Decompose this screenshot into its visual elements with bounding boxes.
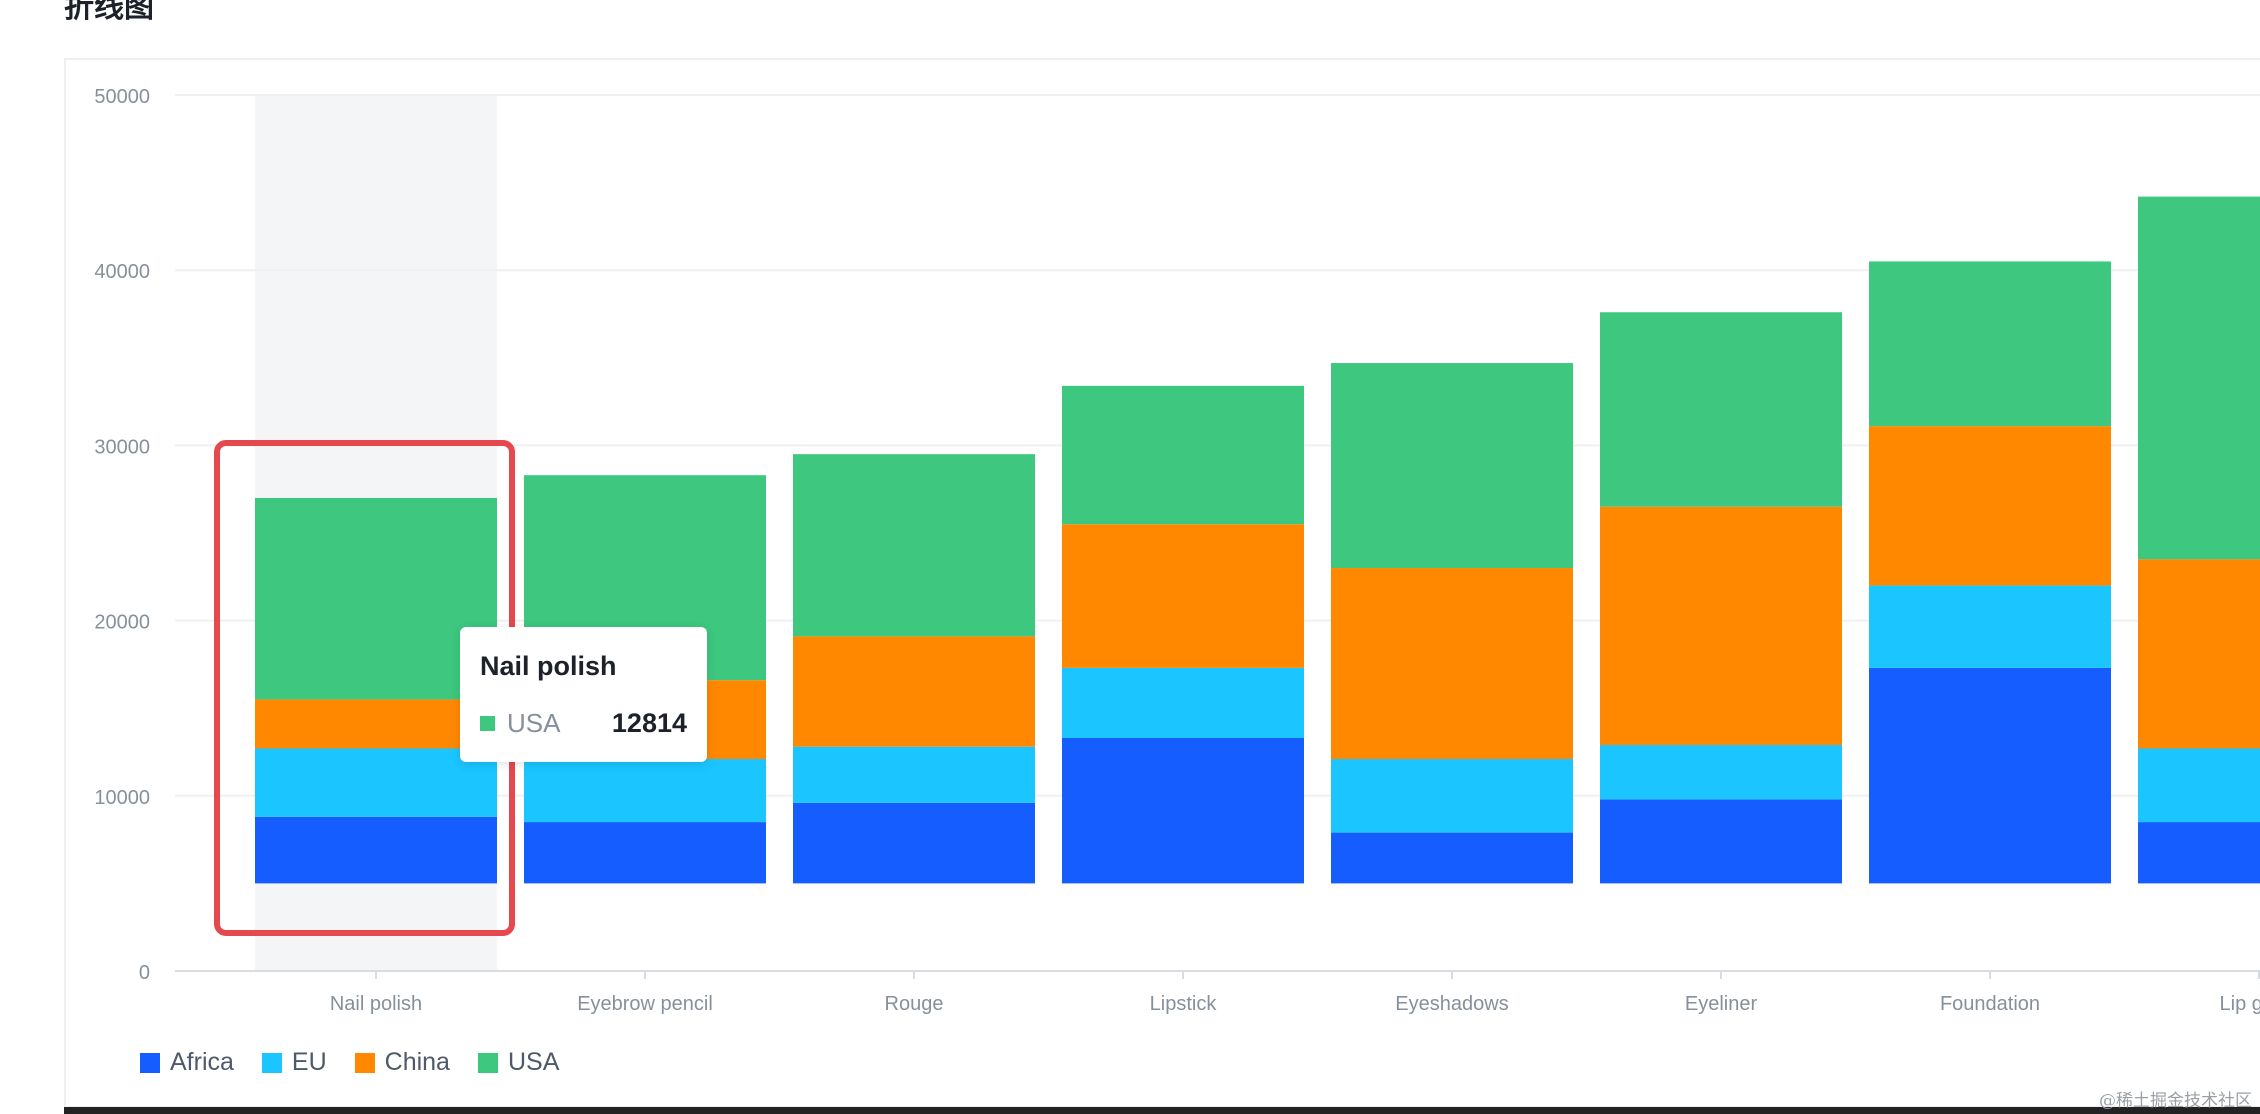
legend-item-eu[interactable]: EU xyxy=(261,1048,327,1077)
bar-segment-eu xyxy=(1869,585,2111,668)
bar-segment-africa xyxy=(793,802,1035,884)
legend-swatch-icon xyxy=(477,1052,498,1073)
chart-legend: Africa EU China USA xyxy=(140,1048,587,1077)
bar-segment-africa xyxy=(255,816,497,884)
legend-swatch-icon xyxy=(261,1052,282,1073)
legend-label: USA xyxy=(507,1048,560,1076)
chart-tooltip: Nail polish USA 12814 xyxy=(460,627,707,762)
bar-segment-eu xyxy=(1600,744,1842,800)
y-tick-label: 10000 xyxy=(94,787,150,809)
y-tick-label: 0 xyxy=(139,962,150,984)
section-title: 折线图 xyxy=(64,0,154,25)
bar-segment-africa xyxy=(1869,667,2111,884)
x-tick-label: Nail polish xyxy=(330,993,422,1015)
y-tick-label: 40000 xyxy=(94,261,150,283)
legend-label: Africa xyxy=(170,1048,234,1076)
x-tick-label: Foundation xyxy=(1940,993,2040,1015)
bar-segment-africa xyxy=(1062,737,1304,884)
bar-segment-china xyxy=(1869,426,2111,586)
bar-segment-eu xyxy=(524,759,766,823)
y-tick-label: 50000 xyxy=(94,86,150,108)
bar-segment-usa xyxy=(1869,261,2111,427)
bar-segment-africa xyxy=(2138,822,2260,884)
x-tick-label: Eyeliner xyxy=(1685,993,1758,1015)
legend-label: EU xyxy=(291,1048,327,1076)
bar-segment-china xyxy=(2138,559,2260,749)
legend-item-africa[interactable]: Africa xyxy=(140,1048,234,1077)
bar-segment-china xyxy=(1331,568,1573,760)
legend-label: China xyxy=(384,1048,450,1076)
tooltip-swatch-icon xyxy=(480,715,495,731)
tooltip-title: Nail polish xyxy=(480,651,617,681)
bar-segment-africa xyxy=(1600,799,1842,884)
x-tick-label: Lipstick xyxy=(1150,993,1218,1015)
bar-segment-china xyxy=(255,699,497,749)
y-tick-label: 30000 xyxy=(94,436,150,458)
bar-segment-eu xyxy=(1062,667,1304,738)
legend-item-china[interactable]: China xyxy=(354,1048,450,1077)
legend-swatch-icon xyxy=(140,1052,160,1073)
tooltip-series-name: USA xyxy=(507,707,561,738)
bar-segment-eu xyxy=(1331,759,1573,833)
bar-segment-eu xyxy=(2138,748,2260,823)
bar-segment-china xyxy=(1062,524,1304,668)
bar-segment-usa xyxy=(1600,312,1842,507)
bar-segment-usa xyxy=(2138,196,2260,560)
tooltip-value: 12814 xyxy=(611,707,687,738)
bar-segment-eu xyxy=(255,748,497,817)
y-tick-label: 20000 xyxy=(94,612,150,634)
bar-segment-usa xyxy=(1062,385,1304,525)
bar-segment-usa xyxy=(255,497,497,700)
x-tick-label: Eyebrow pencil xyxy=(577,993,713,1015)
watermark: @稀土掘金技术社区 xyxy=(2099,1091,2252,1111)
bar-segment-africa xyxy=(524,822,766,884)
bar-segment-africa xyxy=(1331,832,1573,884)
legend-swatch-icon xyxy=(354,1052,375,1073)
tooltip-row: USA 12814 xyxy=(480,705,687,741)
legend-item-usa[interactable]: USA xyxy=(477,1048,560,1077)
x-tick-label: Lip gloss xyxy=(2220,993,2260,1015)
bar-segment-china xyxy=(1600,506,1842,745)
bottom-bar xyxy=(64,1107,2260,1114)
bar-segment-usa xyxy=(793,454,1035,637)
x-tick-label: Rouge xyxy=(885,993,944,1015)
bar-segment-eu xyxy=(793,746,1035,803)
bar-segment-china xyxy=(793,636,1035,747)
bar-segment-usa xyxy=(1331,363,1573,569)
x-tick-label: Eyeshadows xyxy=(1395,993,1508,1015)
